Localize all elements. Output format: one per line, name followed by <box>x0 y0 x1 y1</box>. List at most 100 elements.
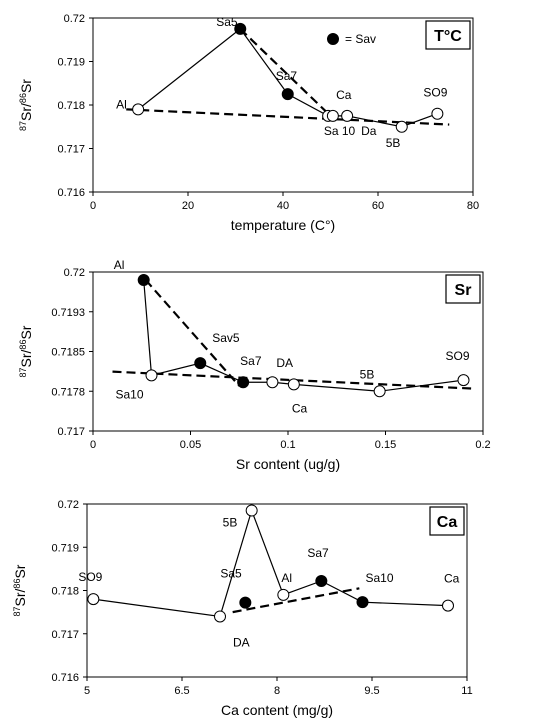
chart-3-y-tick-label: 0.716 <box>51 672 79 684</box>
chart-3-point-sa5 <box>239 596 252 609</box>
chart-2-point-da <box>266 376 279 389</box>
chart-3-x-tick-label: 5 <box>84 685 90 697</box>
chart-3-point-sa7 <box>315 574 328 587</box>
chart-2-point-al <box>137 273 150 286</box>
chart-3-x-tick-label: 11 <box>461 685 472 697</box>
chart-3-point-label-al: Al <box>281 571 292 585</box>
chart-2-plot-frame <box>92 271 484 432</box>
chart-1-legend-marker <box>327 33 339 45</box>
chart-3-x-axis-label: Ca content (mg/g) <box>221 702 333 718</box>
chart-2-trend-line-2 <box>144 279 241 387</box>
chart-1-y-axis-label: 87Sr/86Sr <box>18 79 34 131</box>
chart-2-point-sav5 <box>194 357 207 370</box>
chart-1-point-al <box>132 103 145 116</box>
chart-1-point-sa7 <box>281 88 294 101</box>
chart-3-point-label-da: DA <box>233 635 250 649</box>
chart-1-y-tick-label: 0.717 <box>57 144 85 156</box>
chart-3-x-tick-label: 6.5 <box>174 685 189 697</box>
chart-2-point-label-ca: Ca <box>292 401 308 415</box>
chart-1-point-label-sa7: Sa7 <box>276 69 298 83</box>
chart-3-point-label-ca: Ca <box>444 572 460 586</box>
chart-1-trend-line-1 <box>126 108 450 126</box>
chart-1-x-axis-label: temperature (C°) <box>231 217 335 233</box>
chart-1-x-tick-label: 0 <box>90 200 96 212</box>
chart-1-point-label-da: Da <box>361 124 377 138</box>
chart-1-x-tick-label: 80 <box>467 200 479 212</box>
chart-2-series-line <box>143 279 464 392</box>
chart-2-x-axis-label: Sr content (ug/g) <box>236 456 340 472</box>
chart-2-point-label-da: DA <box>276 356 293 370</box>
chart-2-point-ca <box>287 378 300 391</box>
chart-1-point-5b <box>395 120 408 133</box>
chart-1-x-tick-label: 60 <box>372 200 384 212</box>
chart-1-plot-frame <box>92 17 474 193</box>
chart-2-x-tick-label: 0.2 <box>475 439 490 451</box>
chart-2-x-tick-label: 0.05 <box>180 439 201 451</box>
chart-1-y-tick-label: 0.718 <box>57 100 85 112</box>
chart-1-point-da <box>341 109 354 122</box>
chart-3-series-line <box>93 508 449 618</box>
chart-3-point-label-sa5: Sa5 <box>220 567 242 581</box>
chart-1-point-sa5 <box>234 22 247 35</box>
chart-2-point-5b <box>373 385 386 398</box>
chart-1-badge-box <box>425 20 471 50</box>
chart-3-x-tick-label: 8 <box>274 685 280 697</box>
chart-2: 0 0.05 0.1 0.15 0.2 0.717 0.7178 0.7185 0.7193 0.… <box>18 258 491 472</box>
chart-2-x-tick-label: 0 <box>90 439 96 451</box>
chart-2-point-label-sa7: Sa7 <box>240 354 262 368</box>
chart-2-point-label-al: Al <box>114 258 125 272</box>
chart-3-trend-line-1 <box>232 587 360 614</box>
chart-3-point-label-sa7: Sa7 <box>307 546 329 560</box>
chart-1-x-tick-label: 20 <box>182 200 194 212</box>
chart-2-y-axis-label: 87Sr/86Sr <box>18 325 34 377</box>
chart-1-point-sa-10 <box>326 109 339 122</box>
chart-3-point-ca <box>442 599 454 612</box>
chart-1-y-tick-label: 0.719 <box>57 57 85 69</box>
chart-2-point-sa10 <box>145 369 158 382</box>
chart-3-point-so9 <box>87 593 100 606</box>
chart-2-y-tick-label: 0.717 <box>57 426 85 438</box>
chart-2-badge-label: Sr <box>455 282 472 299</box>
chart-2-x-tick-label: 0.15 <box>375 439 396 451</box>
chart-3-y-tick-label: 0.717 <box>51 629 79 641</box>
chart-3-point-label-sa10: Sa10 <box>366 571 394 585</box>
chart-2-point-so9 <box>457 374 470 387</box>
chart-1-trend-line-2 <box>239 28 332 117</box>
chart-2-point-label-so9: SO9 <box>446 349 470 363</box>
chart-3-y-tick-label: 0.72 <box>58 499 79 511</box>
chart-2-y-tick-label: 0.7178 <box>51 386 85 398</box>
chart-3-point-al <box>277 588 290 601</box>
chart-1-legend-label: = Sav <box>345 32 376 46</box>
chart-1-badge-label: T°C <box>434 28 462 45</box>
chart-2-y-tick-label: 0.72 <box>64 267 85 279</box>
chart-3-x-tick-label: 9.5 <box>364 685 379 697</box>
chart-1: 0 20 40 60 80 0.716 0.717 0.718 0.719 0.72 tempera… <box>18 13 479 233</box>
chart-1-y-tick-label: 0.72 <box>64 13 85 25</box>
chart-2-point-sa7 <box>237 376 250 389</box>
chart-1-point-label-sa-10: Sa 10 <box>324 124 356 138</box>
chart-2-trend-line-1 <box>112 370 474 390</box>
chart-2-point-label-sav5: Sav5 <box>212 331 240 345</box>
chart-1-point-so9 <box>431 107 444 120</box>
chart-3-y-tick-label: 0.718 <box>51 586 79 598</box>
chart-3-plot-frame <box>86 503 468 678</box>
chart-1-point-label-al: Al <box>116 97 127 111</box>
chart-2-badge-box <box>445 274 481 304</box>
chart-1-y-tick-label: 0.716 <box>57 187 85 199</box>
chart-3: 5 6.5 8 9.5 11 0.716 0.717 0.718 0.719 0.72 Ca con… <box>12 499 473 718</box>
chart-2-point-label-5b: 5B <box>360 367 375 381</box>
chart-3-badge-box <box>429 506 465 536</box>
chart-1-point-label-sa5: Sa5 <box>216 15 238 29</box>
chart-1-point-label-5b: 5B <box>386 136 401 150</box>
chart-2-y-tick-label: 0.7185 <box>51 347 85 359</box>
chart-3-point-da <box>214 610 226 623</box>
chart-3-point-label-5b: 5B <box>223 515 238 529</box>
chart-1-point-label-so9: SO9 <box>423 86 447 100</box>
chart-3-point-label-so9: SO9 <box>78 570 102 584</box>
chart-2-x-tick-label: 0.1 <box>280 439 295 451</box>
chart-1-point-label-ca: Ca <box>336 88 352 102</box>
chart-3-point-sa10 <box>356 596 369 609</box>
chart-2-y-tick-label: 0.7193 <box>51 307 85 319</box>
chart-2-point-label-sa10: Sa10 <box>116 387 144 401</box>
